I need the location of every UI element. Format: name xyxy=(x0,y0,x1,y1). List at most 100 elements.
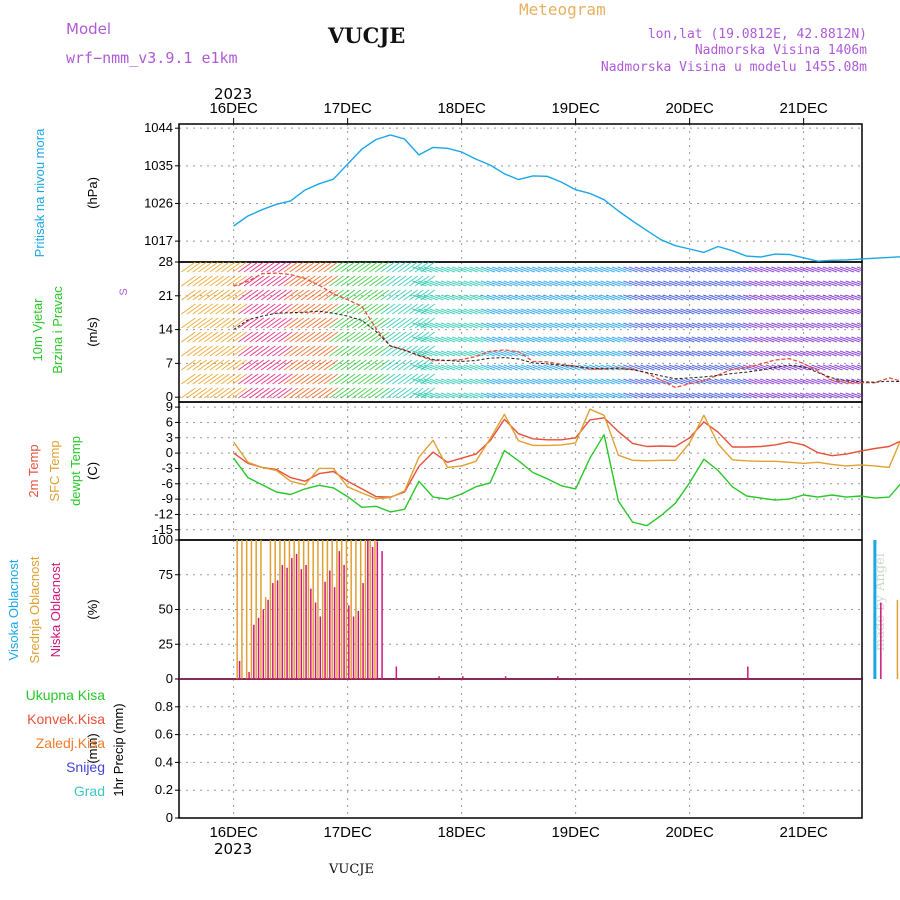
wind-barb xyxy=(255,317,270,329)
wind-barb xyxy=(414,359,430,371)
wind-barb xyxy=(418,322,433,329)
wind-barb xyxy=(429,308,444,315)
wind-barb xyxy=(295,331,310,343)
wind-barb xyxy=(754,280,769,287)
wind-barb xyxy=(583,294,598,301)
wind-barb xyxy=(457,350,473,357)
wind-barb xyxy=(457,266,473,273)
wind-barb xyxy=(480,308,496,315)
wind-barb xyxy=(475,308,490,315)
day-label-bottom: 16DEC xyxy=(209,824,258,841)
wind-barb xyxy=(329,373,344,385)
wind-barb xyxy=(537,392,553,399)
wind-barb xyxy=(409,373,424,385)
wind-barb xyxy=(554,378,570,385)
wind-barb xyxy=(238,317,253,329)
wind-barb xyxy=(386,317,401,329)
wind-barb xyxy=(577,280,592,287)
wind-barb xyxy=(577,336,592,343)
wind-barb xyxy=(340,262,356,273)
wind-barb xyxy=(363,262,379,273)
y-tick-label: 75 xyxy=(159,567,173,582)
wind-barb xyxy=(369,345,384,357)
wind-barb xyxy=(554,364,570,371)
wind-barb xyxy=(634,322,649,329)
wind-barb xyxy=(725,350,741,357)
wind-barb xyxy=(737,266,752,273)
wind-barb xyxy=(509,322,524,329)
wind-barb xyxy=(799,364,815,371)
wind-barb xyxy=(549,336,564,343)
wind-barb xyxy=(594,308,610,315)
wind-barb xyxy=(260,373,276,385)
wind-barb xyxy=(497,336,513,343)
wind-barb xyxy=(503,294,518,301)
wind-barb xyxy=(708,392,724,399)
wind-barb xyxy=(255,331,270,343)
wind-barb xyxy=(583,322,598,329)
wind-barb xyxy=(554,308,570,315)
year-top-label: 2023 xyxy=(214,85,253,103)
wind-barb xyxy=(238,331,253,343)
wind-barb xyxy=(703,336,718,343)
wind-barb xyxy=(549,364,564,371)
wind-barb xyxy=(651,364,667,371)
y-tick-label: 0 xyxy=(166,810,173,825)
wind-barb xyxy=(634,280,649,287)
wind-barb xyxy=(685,266,701,273)
wind-barb xyxy=(463,308,478,315)
y-tick-label: -3 xyxy=(161,460,173,475)
wind-barb xyxy=(657,322,672,329)
wind-barb xyxy=(283,387,299,399)
wind-barb xyxy=(215,303,230,315)
wind-barb xyxy=(566,280,581,287)
wind-barb xyxy=(249,289,265,301)
wind-barb xyxy=(520,294,535,301)
wind-barb xyxy=(748,392,763,399)
wind-barb xyxy=(181,373,196,385)
wind-barb xyxy=(771,350,786,357)
wind-barb xyxy=(537,280,553,287)
wind-barb xyxy=(414,289,430,301)
wind-barb xyxy=(255,275,270,287)
wind-barb xyxy=(537,322,553,329)
wind-barb xyxy=(380,387,396,399)
wind-barb xyxy=(238,303,253,315)
wind-barb xyxy=(748,350,763,357)
wind-barb xyxy=(418,308,433,315)
wind-barb xyxy=(685,392,701,399)
wind-barb xyxy=(300,331,316,343)
wind-barb xyxy=(845,336,860,343)
wind-barb xyxy=(594,350,610,357)
wind-barb xyxy=(295,317,310,329)
wind-barb xyxy=(317,303,333,315)
wind-barb xyxy=(334,359,350,371)
wind-barb xyxy=(334,317,350,329)
wind-barb xyxy=(600,280,615,287)
wind-barb xyxy=(277,303,293,315)
wind-barb xyxy=(363,387,379,399)
wind-barb xyxy=(856,280,862,284)
wind-barb xyxy=(186,373,202,385)
wind-barb xyxy=(646,350,661,357)
panel-cloud: 0 25 50 75 100 (%) xyxy=(85,532,863,686)
wind-barb xyxy=(526,378,541,385)
wind-barb xyxy=(720,308,735,315)
wind-barb xyxy=(380,345,396,357)
wind-barb xyxy=(805,294,820,301)
wind-barb xyxy=(606,322,621,329)
wind-barb xyxy=(851,294,862,300)
wind-barb xyxy=(782,280,798,287)
wind-barb xyxy=(674,364,689,371)
wind-barb xyxy=(249,345,265,357)
wind-barb xyxy=(742,266,758,273)
wind-barb xyxy=(289,345,304,357)
wind-barb xyxy=(480,336,496,343)
wind-barb xyxy=(600,322,615,329)
wind-barb xyxy=(663,336,678,343)
wind-barb xyxy=(255,359,270,371)
wind-barb xyxy=(589,350,604,357)
wind-barb xyxy=(703,266,718,273)
wind-barb xyxy=(397,262,413,273)
wind-barb xyxy=(520,266,535,273)
